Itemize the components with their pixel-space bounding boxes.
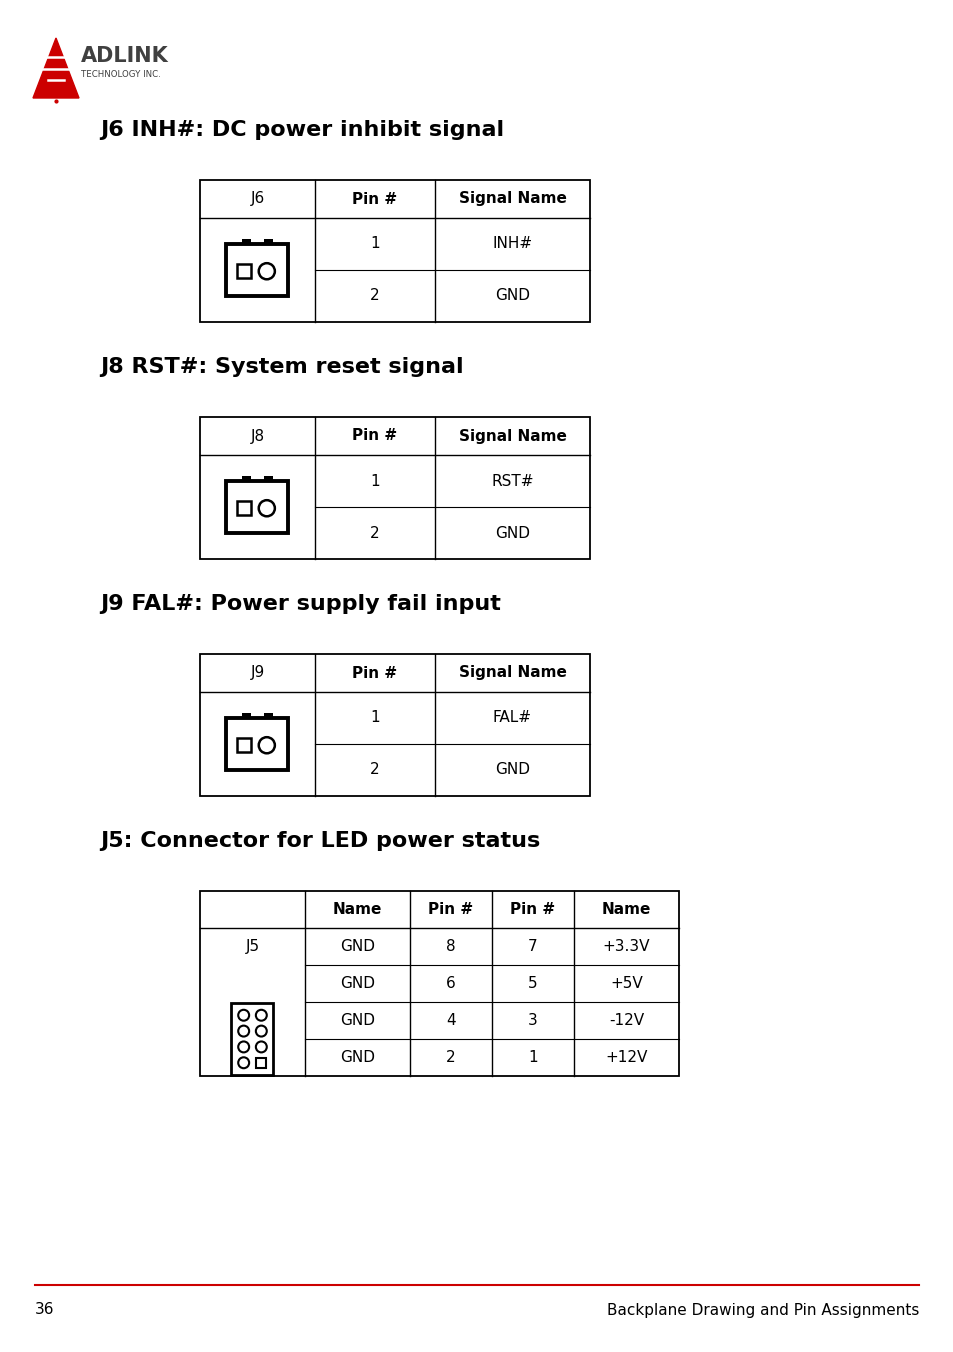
- Circle shape: [255, 1010, 267, 1021]
- Circle shape: [258, 500, 274, 516]
- Text: 8: 8: [446, 940, 456, 955]
- Text: 4: 4: [446, 1013, 456, 1028]
- Text: Pin #: Pin #: [352, 665, 397, 680]
- Text: J5: J5: [245, 940, 259, 955]
- Text: 3: 3: [528, 1013, 537, 1028]
- Text: 36: 36: [35, 1302, 54, 1317]
- Bar: [264, 239, 273, 243]
- Text: Name: Name: [601, 902, 651, 917]
- Circle shape: [238, 1057, 249, 1068]
- Bar: [200, 180, 589, 322]
- Bar: [236, 502, 251, 515]
- Text: 6: 6: [446, 976, 456, 991]
- Text: 2: 2: [370, 763, 379, 777]
- Text: +3.3V: +3.3V: [602, 940, 650, 955]
- Text: GND: GND: [339, 1013, 375, 1028]
- Text: J9: J9: [250, 665, 264, 680]
- Bar: [232, 1003, 274, 1075]
- Bar: [241, 476, 251, 481]
- Text: FAL#: FAL#: [493, 711, 532, 726]
- Bar: [200, 654, 589, 796]
- Polygon shape: [33, 38, 79, 97]
- Text: Signal Name: Signal Name: [458, 429, 566, 443]
- Circle shape: [255, 1026, 267, 1037]
- Text: J8 RST#: System reset signal: J8 RST#: System reset signal: [100, 357, 463, 377]
- Text: 2: 2: [370, 288, 379, 303]
- Text: -12V: -12V: [608, 1013, 643, 1028]
- Text: GND: GND: [339, 1051, 375, 1065]
- Text: Pin #: Pin #: [428, 902, 473, 917]
- Circle shape: [238, 1010, 249, 1021]
- Circle shape: [258, 737, 274, 753]
- Text: GND: GND: [339, 976, 375, 991]
- Text: 5: 5: [528, 976, 537, 991]
- Text: 2: 2: [370, 526, 379, 541]
- Text: J9 FAL#: Power supply fail input: J9 FAL#: Power supply fail input: [100, 594, 500, 614]
- Bar: [200, 416, 589, 558]
- Bar: [200, 891, 679, 1076]
- Text: 1: 1: [370, 711, 379, 726]
- Circle shape: [238, 1041, 249, 1052]
- Text: Pin #: Pin #: [510, 902, 555, 917]
- Text: 2: 2: [446, 1051, 456, 1065]
- Bar: [256, 1057, 266, 1068]
- Text: J5: Connector for LED power status: J5: Connector for LED power status: [100, 831, 539, 850]
- Text: J8: J8: [251, 429, 264, 443]
- Text: Signal Name: Signal Name: [458, 665, 566, 680]
- Text: GND: GND: [495, 526, 530, 541]
- Bar: [226, 718, 288, 771]
- Bar: [226, 481, 288, 533]
- Text: Signal Name: Signal Name: [458, 192, 566, 207]
- Text: 1: 1: [370, 237, 379, 251]
- Text: +12V: +12V: [604, 1051, 647, 1065]
- Bar: [264, 476, 273, 481]
- Text: RST#: RST#: [491, 473, 533, 488]
- Circle shape: [238, 1026, 249, 1037]
- Bar: [241, 239, 251, 243]
- Text: GND: GND: [495, 763, 530, 777]
- Bar: [236, 738, 251, 752]
- Text: INH#: INH#: [492, 237, 532, 251]
- Text: TECHNOLOGY INC.: TECHNOLOGY INC.: [81, 70, 160, 78]
- Text: 7: 7: [528, 940, 537, 955]
- Text: J6 INH#: DC power inhibit signal: J6 INH#: DC power inhibit signal: [100, 120, 503, 141]
- Circle shape: [258, 264, 274, 280]
- Text: Pin #: Pin #: [352, 192, 397, 207]
- Circle shape: [255, 1041, 267, 1052]
- Text: Pin #: Pin #: [352, 429, 397, 443]
- Text: Name: Name: [333, 902, 382, 917]
- Text: GND: GND: [339, 940, 375, 955]
- Text: Backplane Drawing and Pin Assignments: Backplane Drawing and Pin Assignments: [606, 1302, 918, 1317]
- Text: ADLINK: ADLINK: [81, 46, 169, 66]
- Text: J6: J6: [250, 192, 264, 207]
- Text: 1: 1: [528, 1051, 537, 1065]
- Text: 1: 1: [370, 473, 379, 488]
- Bar: [226, 243, 288, 296]
- Bar: [264, 713, 273, 718]
- Text: +5V: +5V: [610, 976, 642, 991]
- Bar: [241, 713, 251, 718]
- Text: GND: GND: [495, 288, 530, 303]
- Bar: [236, 265, 251, 279]
